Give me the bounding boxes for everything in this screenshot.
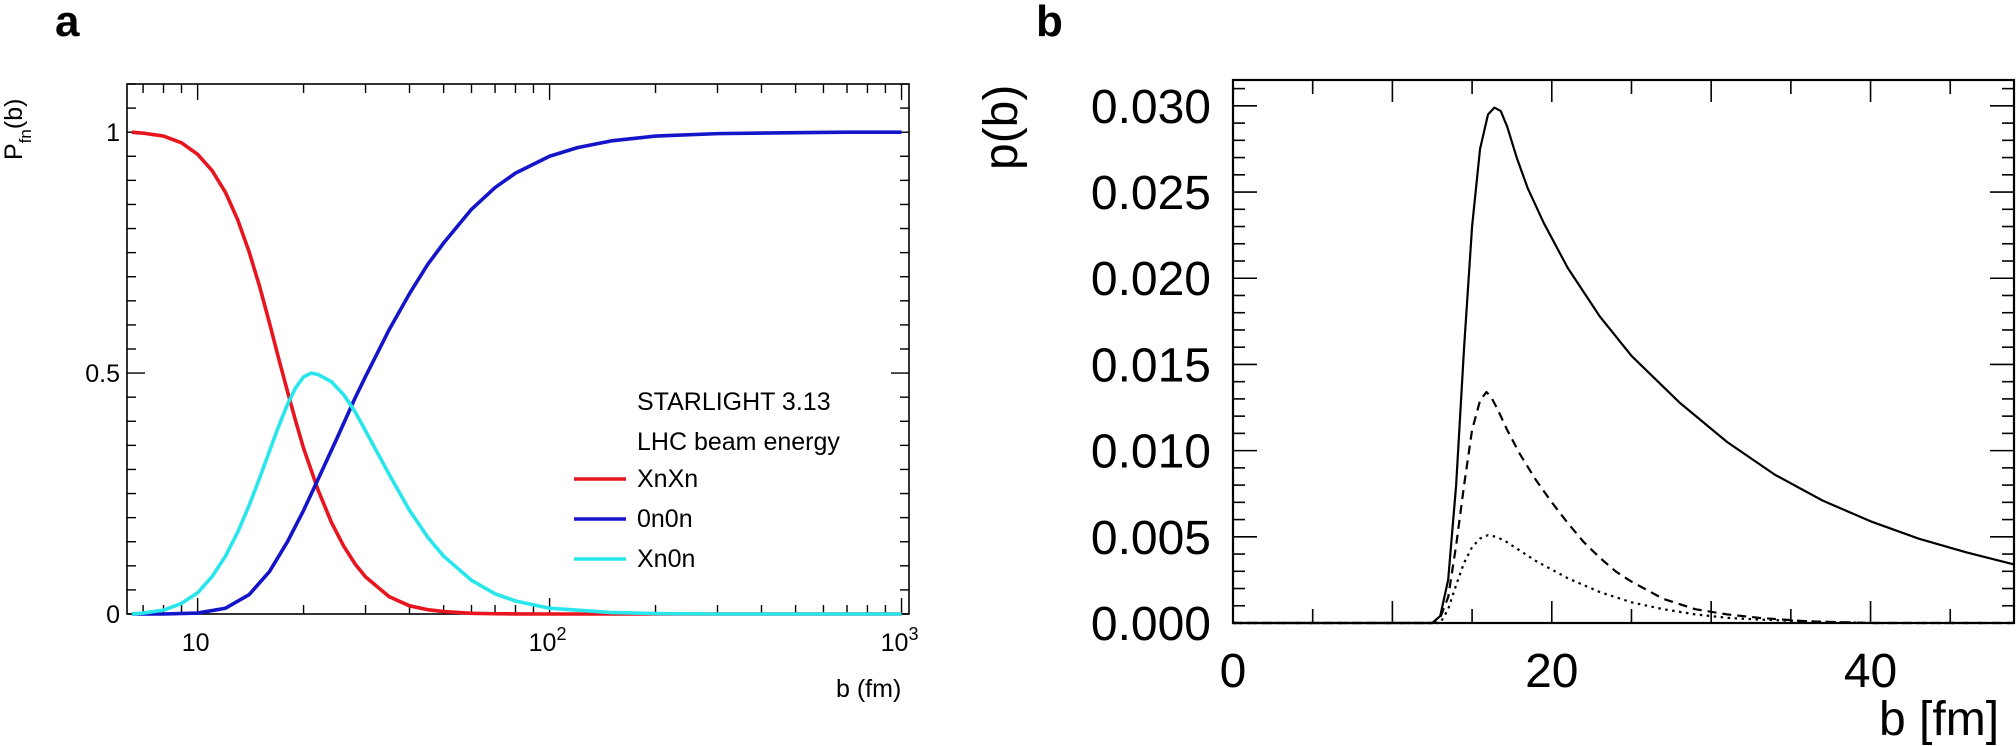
series-line-Xn0n	[131, 371, 902, 616]
y-tick-label: 0.020	[1091, 253, 1211, 306]
panel-b-y-axis-label: p(b)	[975, 85, 1028, 170]
x-tick-label: 103	[881, 624, 919, 657]
panel-a-x-axis-label: b (fm)	[836, 675, 901, 703]
y-tick-label: 0.5	[85, 360, 120, 388]
panel-a-tick-labels: 10 102 103 0 0.5 1	[85, 119, 918, 657]
x-tick-label: 10	[182, 629, 210, 657]
panel-b-ticks	[1232, 80, 2014, 624]
legend-title-line: STARLIGHT 3.13	[637, 388, 831, 416]
y-tick-label: 0.015	[1091, 339, 1211, 392]
panel-a-chart: 10 102 103 0 0.5 1 STARLIGHT 3.13 LHC beam ene…	[0, 83, 918, 703]
series-line-dotted	[1233, 533, 2014, 625]
panel-a-series	[131, 130, 902, 616]
legend-entry-Xn0n: Xn0n	[637, 545, 695, 573]
panel-a-legend: STARLIGHT 3.13 LHC beam energy XnXn 0n0n Xn0…	[574, 388, 840, 573]
y-tick-label: 1	[106, 119, 120, 147]
panel-b-chart: 0 20 40 0.000 0.005 0.010 0.015 0.020 0.025 0.030…	[975, 78, 2016, 746]
y-tick-label: 0.005	[1091, 512, 1211, 565]
x-tick-label: 40	[1844, 645, 1897, 698]
x-tick-label: 20	[1525, 645, 1578, 698]
series-line-0n0n	[131, 130, 902, 616]
panel-b-x-axis-label: b [fm]	[1879, 693, 1999, 746]
y-tick-label: 0.010	[1091, 426, 1211, 479]
x-tick-label: 0	[1220, 645, 1247, 698]
panel-a-y-axis-label: Pfn(b)	[0, 99, 35, 160]
panel-b-frame	[1231, 78, 2016, 625]
panel-a-frame	[126, 83, 910, 615]
legend-entry-0n0n: 0n0n	[637, 505, 693, 533]
panel-b-series	[1233, 106, 2015, 625]
series-line-solid	[1233, 106, 2015, 625]
panel-a-letter: a	[55, 0, 80, 46]
x-tick-label: 102	[529, 624, 567, 657]
panel-a-ticks	[127, 83, 909, 615]
y-tick-label: 0.000	[1091, 598, 1211, 651]
panel-b-tick-labels: 0 20 40 0.000 0.005 0.010 0.015 0.020 0.025 0.030	[1091, 81, 1897, 698]
legend-entry-XnXn: XnXn	[637, 465, 698, 493]
legend-title-line: LHC beam energy	[637, 428, 840, 456]
y-tick-label: 0.030	[1091, 81, 1211, 134]
y-tick-label: 0	[106, 601, 120, 629]
panel-b-letter: b	[1036, 0, 1063, 46]
series-line-dashed	[1233, 390, 2014, 625]
y-tick-label: 0.025	[1091, 167, 1211, 220]
series-line-XnXn	[131, 130, 902, 616]
